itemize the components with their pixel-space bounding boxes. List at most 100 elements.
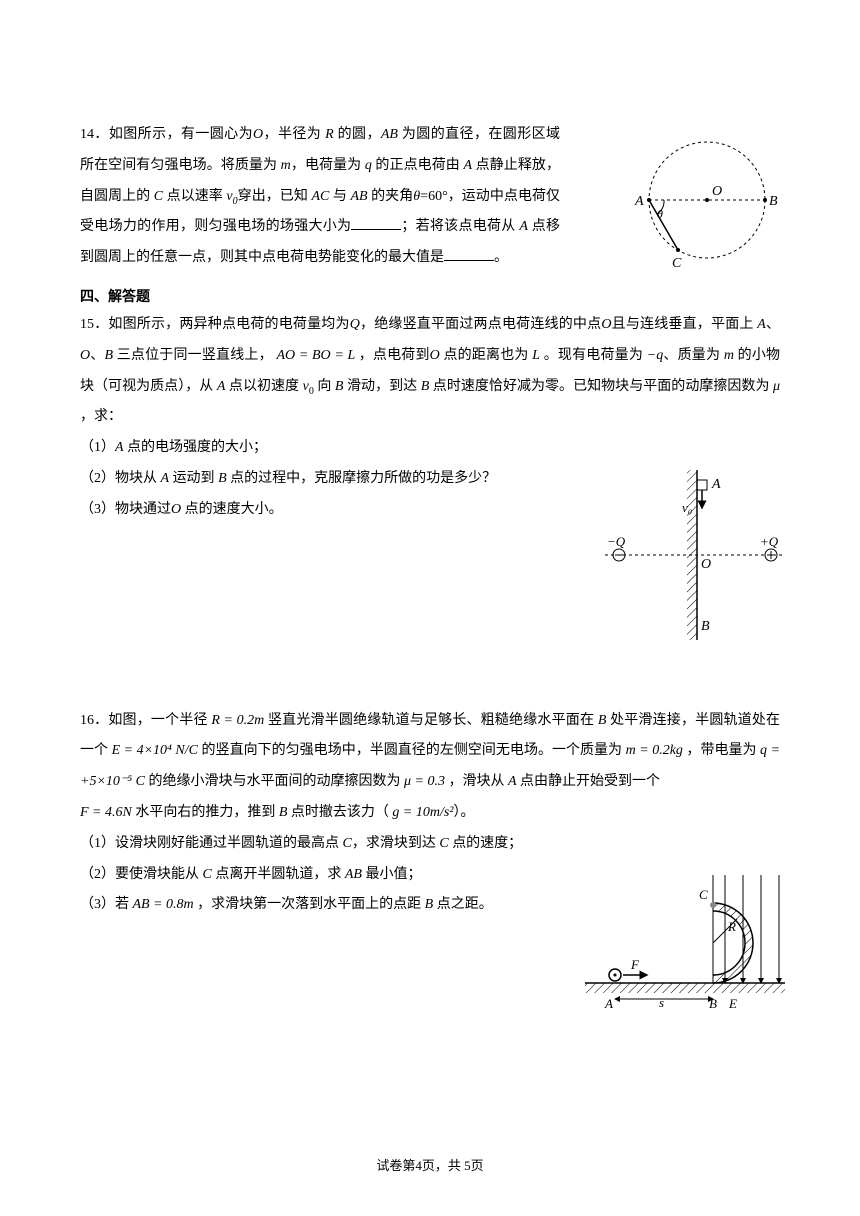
p16-sub1: （1）设滑块刚好能通过半圆轨道的最高点 C，求滑块到达 C 点的速度； (80, 829, 570, 860)
t: 的竖直向下的匀强电场中，半圆直径的左侧空间无电场。一个质量为 (202, 743, 623, 758)
p14-num: 14． (80, 127, 109, 142)
t: 运动到 (169, 471, 215, 486)
t: 平面的动摩擦因数为 (643, 379, 769, 394)
figure-14: A B O C θ (630, 135, 785, 275)
t: （3）物块通过 (80, 502, 171, 517)
t: 场力的作用，则匀强电场的场强大小为 (109, 219, 352, 234)
t: C (439, 836, 448, 851)
t: 且与连线垂直，平 (611, 317, 725, 332)
t: A (757, 317, 766, 332)
figure-15: A v₀ O B −Q +Q (605, 470, 785, 640)
problem-14-text: 14．如图所示，有一圆心为O，半径为 R 的圆，AB 为圆的直径，在圆形区域所在… (80, 120, 560, 274)
fig16-s: s (659, 995, 664, 1010)
t: 滑动，到达 (343, 379, 417, 394)
t: g = 10m/s² (389, 805, 454, 820)
p16-sub2: （2）要使滑块能从 C 点离开半圆轨道，求 AB 最小值； (80, 860, 570, 891)
t: m (281, 158, 291, 173)
p15-num: 15． (80, 317, 108, 332)
fig15-pQ: +Q (760, 534, 779, 549)
t: 水平向右的推力，推到 (135, 805, 275, 820)
t: 点时撤去该力（ (287, 805, 389, 820)
t: q (365, 158, 372, 173)
t: ，滑块从 (448, 774, 504, 789)
t: 处平滑连接，半圆轨道 (606, 713, 751, 728)
t: AO = BO = L (273, 348, 359, 363)
t: （2）物块从 (80, 471, 157, 486)
t: ，点电荷到 (359, 348, 430, 363)
fig14-O: O (712, 184, 722, 199)
t: R (325, 127, 334, 142)
t: 点以初速度 (225, 379, 299, 394)
t: B (421, 379, 430, 394)
t: C (203, 867, 212, 882)
t: O (430, 348, 440, 363)
p16-line2: F = 4.6N 水平向右的推力，推到 B 点时撤去该力（ g = 10m/s²… (80, 798, 780, 829)
t: O (171, 502, 181, 517)
t: ，求滑块第一次落到水平面上的点距 (197, 897, 421, 912)
figure-16: C R F A s B E (585, 875, 785, 1010)
t: B (218, 471, 227, 486)
t: 点的速度； (449, 836, 523, 851)
fig16-F: F (630, 957, 640, 972)
t: ；若将该点电荷从 (401, 219, 515, 234)
problem-15-intro: 15．如图所示，两异种点电荷的电荷量均为Q，绝缘竖直平面过两点电荷连线的中点O且… (80, 310, 780, 433)
t: O (601, 317, 611, 332)
page-footer: 试卷第4页，共 5页 (0, 1155, 860, 1174)
t: 点的电场强度的大小； (124, 440, 268, 455)
t: 。现有电荷量为 (540, 348, 643, 363)
t: AB (350, 189, 367, 204)
fig16-E: E (728, 996, 737, 1010)
t: A (508, 774, 517, 789)
t: 与 (329, 189, 347, 204)
t: 、 (90, 348, 104, 363)
t: ）。 (454, 805, 475, 820)
t: 点的速度大小。 (185, 502, 283, 517)
t: AB = 0.8m (129, 897, 197, 912)
fig15-A: A (711, 477, 721, 492)
t: 0 (309, 385, 314, 396)
t: 的绝缘小滑块与水平面间的动摩擦因数为 (149, 774, 401, 789)
problem-16-intro: 16．如图，一个半径 R = 0.2m 竖直光滑半圆绝缘轨道与足够长、粗糙绝缘水… (80, 706, 780, 798)
t: 电量为 (714, 743, 756, 758)
t: ，求： (80, 409, 122, 424)
fig14-B: B (769, 194, 778, 209)
t: ，求滑块到达 (352, 836, 436, 851)
t: AB (381, 127, 398, 142)
fig16-R: R (727, 919, 736, 934)
t: 点由静止开始受到一个 (517, 774, 661, 789)
t: AC (311, 189, 329, 204)
blank-1 (351, 216, 401, 230)
t: ，电荷量为 (291, 158, 365, 173)
t: A (161, 471, 170, 486)
t: 、 (766, 317, 780, 332)
t: 穿出，已知 (238, 189, 308, 204)
t: 点之距。 (433, 897, 493, 912)
t: Q (350, 317, 360, 332)
blank-2 (444, 247, 494, 261)
p16-num: 16． (80, 713, 108, 728)
t: AB (345, 867, 362, 882)
fig15-mQ: −Q (607, 534, 626, 549)
t: 点时速度恰好减为零。已知物块与 (429, 379, 643, 394)
t: −q (647, 348, 663, 363)
t: O (253, 127, 263, 142)
t: μ (773, 379, 780, 394)
t: 。 (494, 250, 508, 265)
t: C (154, 189, 163, 204)
t: （2）要使滑块能从 (80, 867, 199, 882)
t: m = 0.2kg (622, 743, 683, 758)
t: 圆周上的 (94, 189, 154, 204)
fig14-theta: θ (657, 207, 663, 221)
t: A (519, 219, 528, 234)
p15-sub1: （1）A 点的电场强度的大小； (80, 433, 780, 464)
t: ，半径为 (263, 127, 321, 142)
t: 最小值； (362, 867, 422, 882)
t: R = 0.2m (208, 713, 268, 728)
t: E = 4×10⁴ N/C (108, 743, 201, 758)
t: （1） (80, 440, 115, 455)
t: L (532, 348, 540, 363)
t: 向 (317, 379, 331, 394)
fig16-C: C (699, 887, 708, 902)
t: 的夹角 (368, 189, 414, 204)
fig15-O: O (701, 557, 711, 572)
